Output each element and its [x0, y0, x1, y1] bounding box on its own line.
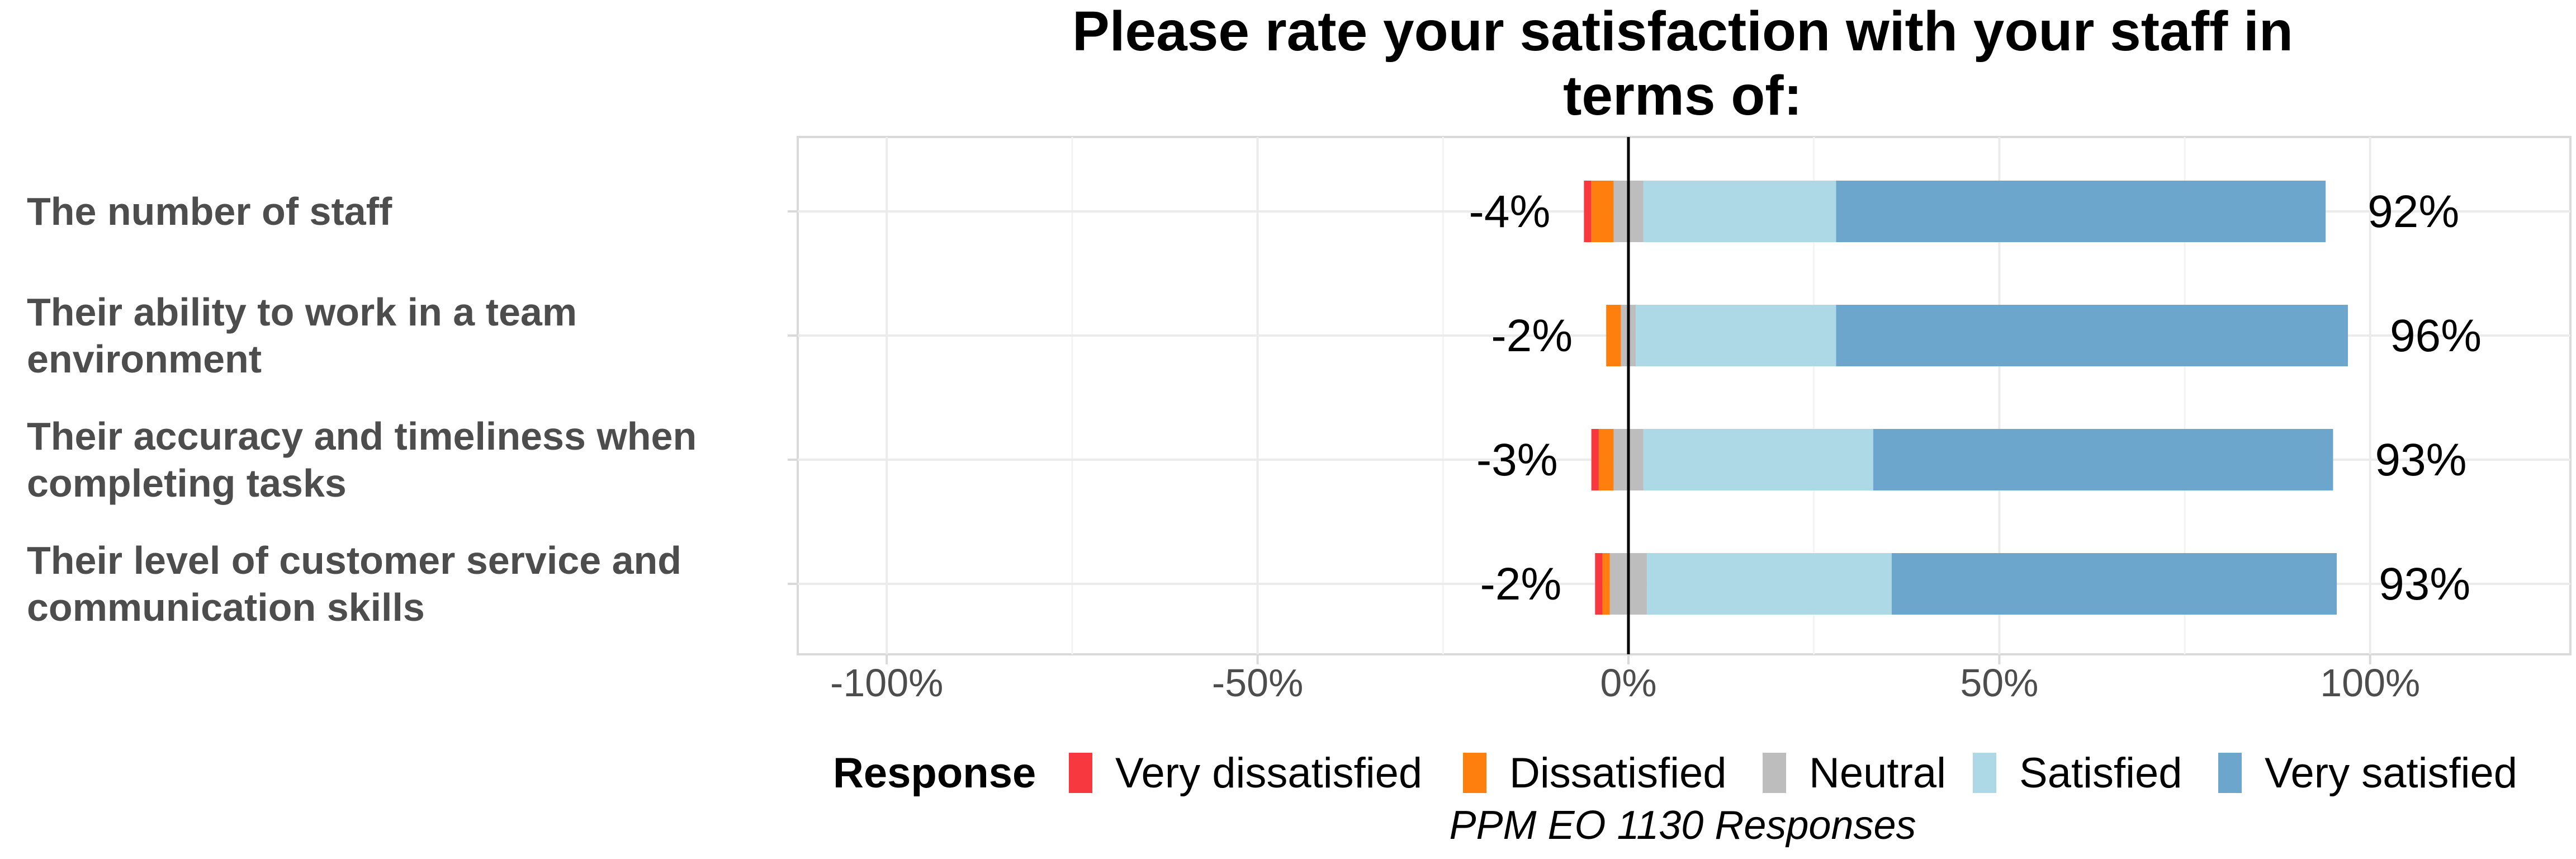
category-label: Their level of customer service and — [27, 539, 681, 582]
legend-swatch — [1973, 753, 1996, 793]
positive-total-label: 92% — [2367, 186, 2459, 237]
bar-segment-satisfied — [1643, 429, 1873, 490]
legend-swatch — [1069, 753, 1092, 793]
bars — [1584, 181, 2348, 615]
bar-segment-very-dissatisfied — [1595, 553, 1603, 615]
bar-segment-dissatisfied — [1602, 553, 1610, 615]
legend-label: Dissatisfied — [1509, 749, 1727, 797]
bar-segment-very-dissatisfied — [1591, 429, 1599, 490]
chart-title-line-2: terms of: — [1563, 64, 1802, 127]
chart-caption: PPM EO 1130 Responses — [1449, 803, 1916, 848]
category-label: The number of staff — [27, 190, 392, 233]
category-label: Their ability to work in a team — [27, 290, 577, 334]
category-label: completing tasks — [27, 461, 347, 505]
bar-segment-very-satisfied — [1836, 305, 2348, 366]
positive-total-label: 93% — [2375, 435, 2466, 485]
legend-label: Very dissatisfied — [1115, 749, 1422, 797]
bar-segment-satisfied — [1643, 181, 1836, 242]
x-tick-label: 100% — [2320, 661, 2420, 705]
value-labels: -4% 92% -2% 96% -3% 93% -2% 93% — [1469, 186, 2482, 610]
bar-segment-satisfied — [1636, 305, 1836, 366]
x-axis-ticks: -100% -50% 0% 50% 100% — [830, 654, 2420, 705]
negative-total-label: -3% — [1476, 435, 1558, 485]
bar-segment-very-satisfied — [1873, 429, 2333, 490]
x-tick-label: -50% — [1212, 661, 1303, 705]
x-tick-label: 50% — [1960, 661, 2038, 705]
x-tick-label: 0% — [1600, 661, 1656, 705]
category-labels: The number of staff Their ability to work… — [27, 190, 798, 629]
bar-segment-dissatisfied — [1598, 429, 1614, 490]
bar-segment-dissatisfied — [1591, 181, 1614, 242]
x-tick-label: -100% — [830, 661, 943, 705]
negative-total-label: -2% — [1491, 310, 1573, 361]
positive-total-label: 96% — [2390, 310, 2482, 361]
legend-label: Neutral — [1809, 749, 1946, 797]
negative-total-label: -4% — [1469, 186, 1551, 237]
bar-segment-very-satisfied — [1891, 553, 2337, 615]
chart-title: Please rate your satisfaction with your … — [1072, 0, 2293, 127]
bar-segment-satisfied — [1647, 553, 1892, 615]
legend-swatch — [1763, 753, 1786, 793]
bar-segment-dissatisfied — [1606, 305, 1621, 366]
category-label: environment — [27, 337, 262, 381]
legend-label: Satisfied — [2019, 749, 2182, 797]
chart-title-line-1: Please rate your satisfaction with your … — [1072, 0, 2293, 63]
negative-total-label: -2% — [1480, 559, 1561, 610]
legend-label: Very satisfied — [2265, 749, 2517, 797]
legend: Response Very dissatisfied Dissatisfied Neu… — [833, 749, 2517, 797]
category-label: Their accuracy and timeliness when — [27, 414, 697, 458]
legend-swatch — [2218, 753, 2242, 793]
positive-total-label: 93% — [2379, 559, 2470, 610]
bar-segment-very-dissatisfied — [1584, 181, 1592, 242]
legend-swatch — [1463, 753, 1486, 793]
bar-segment-very-satisfied — [1836, 181, 2326, 242]
category-label: communication skills — [27, 586, 425, 629]
legend-title: Response — [833, 749, 1036, 797]
